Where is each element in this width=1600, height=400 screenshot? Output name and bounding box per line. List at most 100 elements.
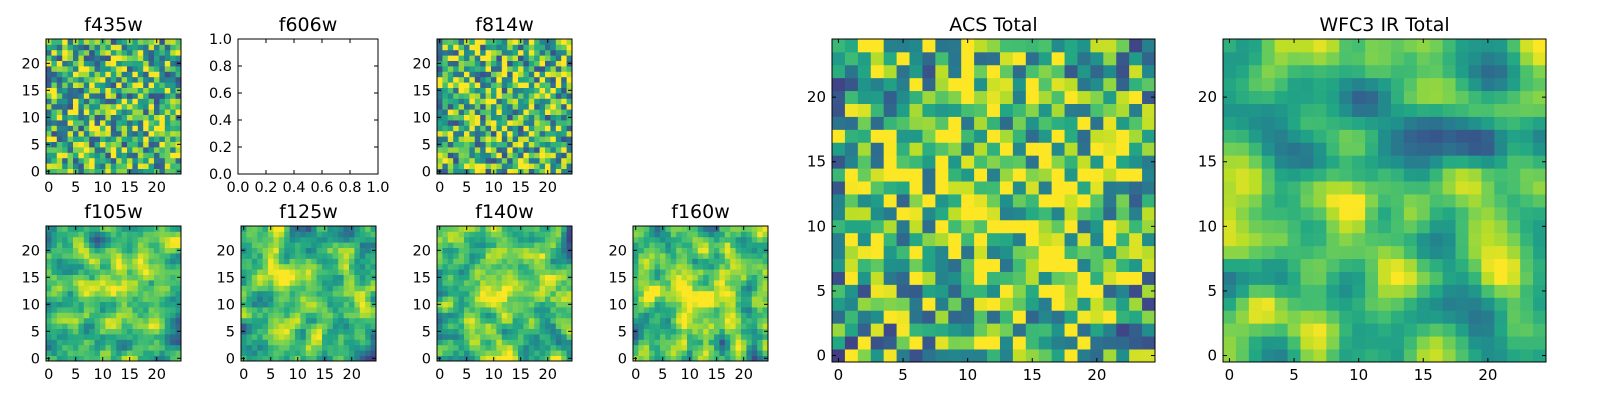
heatmap-cell — [453, 87, 459, 94]
heatmap-cell — [100, 236, 106, 243]
heatmap-cell — [170, 98, 176, 105]
heatmap-cell — [534, 350, 540, 356]
heatmap-cell — [730, 263, 736, 270]
heatmap-cell — [974, 116, 988, 130]
heatmap-cell — [762, 296, 769, 302]
heatmap-cell — [311, 317, 317, 324]
heatmap-cell — [241, 231, 247, 238]
heatmap-cell — [257, 328, 263, 335]
heatmap-cell — [464, 130, 470, 137]
heatmap-cell — [1261, 310, 1276, 324]
heatmap-cell — [1313, 297, 1327, 311]
heatmap-cell — [762, 323, 769, 329]
heatmap-cell — [1481, 323, 1495, 337]
heatmap-cell — [159, 274, 166, 281]
heatmap-cell — [1090, 219, 1104, 234]
heatmap-cell — [148, 226, 155, 232]
heatmap-cell — [1223, 297, 1237, 311]
heatmap-cell — [154, 242, 160, 248]
heatmap-cell — [262, 334, 269, 340]
heatmap-cell — [1274, 284, 1288, 298]
heatmap-cell — [121, 103, 128, 110]
panel-title: f814w — [475, 14, 534, 36]
heatmap-cell — [660, 280, 666, 286]
heatmap-cell — [697, 355, 704, 362]
heatmap-cell — [1064, 168, 1078, 182]
heatmap-cell — [159, 39, 166, 45]
heatmap-cell — [1090, 142, 1104, 156]
heatmap-cell — [164, 44, 171, 51]
heatmap-cell — [550, 114, 557, 121]
heatmap-cell — [714, 344, 720, 351]
heatmap-cell — [550, 87, 557, 94]
heatmap-cell — [703, 231, 709, 238]
heatmap-cell — [67, 317, 74, 324]
heatmap-cell — [316, 258, 323, 265]
heatmap-cell — [278, 269, 285, 275]
heatmap-cell — [73, 87, 79, 94]
heatmap-cell — [83, 60, 90, 67]
heatmap-cell — [550, 328, 557, 335]
x-tick-label: 0.8 — [338, 180, 361, 196]
heatmap-cell — [762, 242, 769, 248]
heatmap-cell — [338, 328, 344, 335]
heatmap-cell — [1077, 245, 1091, 260]
heatmap-cell — [316, 350, 323, 356]
heatmap-cell — [1468, 232, 1482, 247]
heatmap-cell — [137, 49, 144, 56]
heatmap-cell — [751, 355, 758, 362]
heatmap-cell — [539, 280, 546, 286]
heatmap-cell — [143, 350, 149, 356]
heatmap-cell — [1142, 129, 1156, 143]
heatmap-cell — [480, 109, 486, 115]
heatmap-cell — [703, 334, 709, 340]
heatmap-cell — [1429, 194, 1444, 208]
x-tick-label: 10 — [93, 180, 111, 196]
heatmap-cell — [534, 334, 540, 340]
heatmap-cell — [349, 334, 355, 340]
heatmap-cell — [246, 312, 253, 319]
heatmap-cell — [545, 163, 551, 169]
heatmap-cell — [1064, 116, 1078, 130]
heatmap-cell — [681, 236, 688, 243]
heatmap-cell — [1129, 219, 1143, 234]
heatmap-cell — [474, 44, 481, 51]
heatmap-cell — [1287, 219, 1301, 234]
heatmap-cell — [757, 263, 763, 270]
heatmap-cell — [289, 339, 296, 346]
heatmap-cell — [154, 296, 160, 302]
heatmap-cell — [322, 285, 328, 292]
heatmap-cell — [78, 147, 85, 153]
heatmap-cell — [78, 285, 85, 292]
heatmap-cell — [555, 350, 562, 356]
heatmap-cell — [534, 280, 540, 286]
heatmap-cell — [458, 76, 465, 83]
heatmap-cell — [692, 263, 699, 270]
y-tick-label: 0.6 — [209, 86, 232, 102]
heatmap-cell — [1533, 181, 1547, 195]
heatmap-cell — [697, 334, 704, 340]
heatmap-cell — [464, 236, 470, 243]
heatmap-cell — [469, 55, 476, 61]
heatmap-cell — [507, 301, 513, 308]
heatmap-cell — [349, 296, 355, 302]
heatmap-cell — [844, 284, 859, 298]
heatmap-cell — [154, 290, 160, 297]
heatmap-cell — [327, 236, 334, 243]
heatmap-cell — [127, 49, 133, 56]
heatmap-cell — [501, 44, 508, 51]
heatmap-cell — [1300, 258, 1314, 272]
heatmap-cell — [555, 157, 562, 164]
heatmap-cell — [1429, 206, 1444, 221]
heatmap-cell — [262, 274, 269, 281]
heatmap-cell — [175, 76, 182, 83]
heatmap-cell — [343, 226, 350, 232]
heatmap-cell — [62, 323, 68, 329]
heatmap-cell — [56, 87, 63, 94]
heatmap-cell — [922, 181, 936, 195]
heatmap-cell — [127, 93, 133, 99]
heatmap-cell — [164, 120, 171, 126]
heatmap-cell — [359, 285, 366, 292]
heatmap-cell — [501, 296, 508, 302]
heatmap-cell — [545, 285, 551, 292]
